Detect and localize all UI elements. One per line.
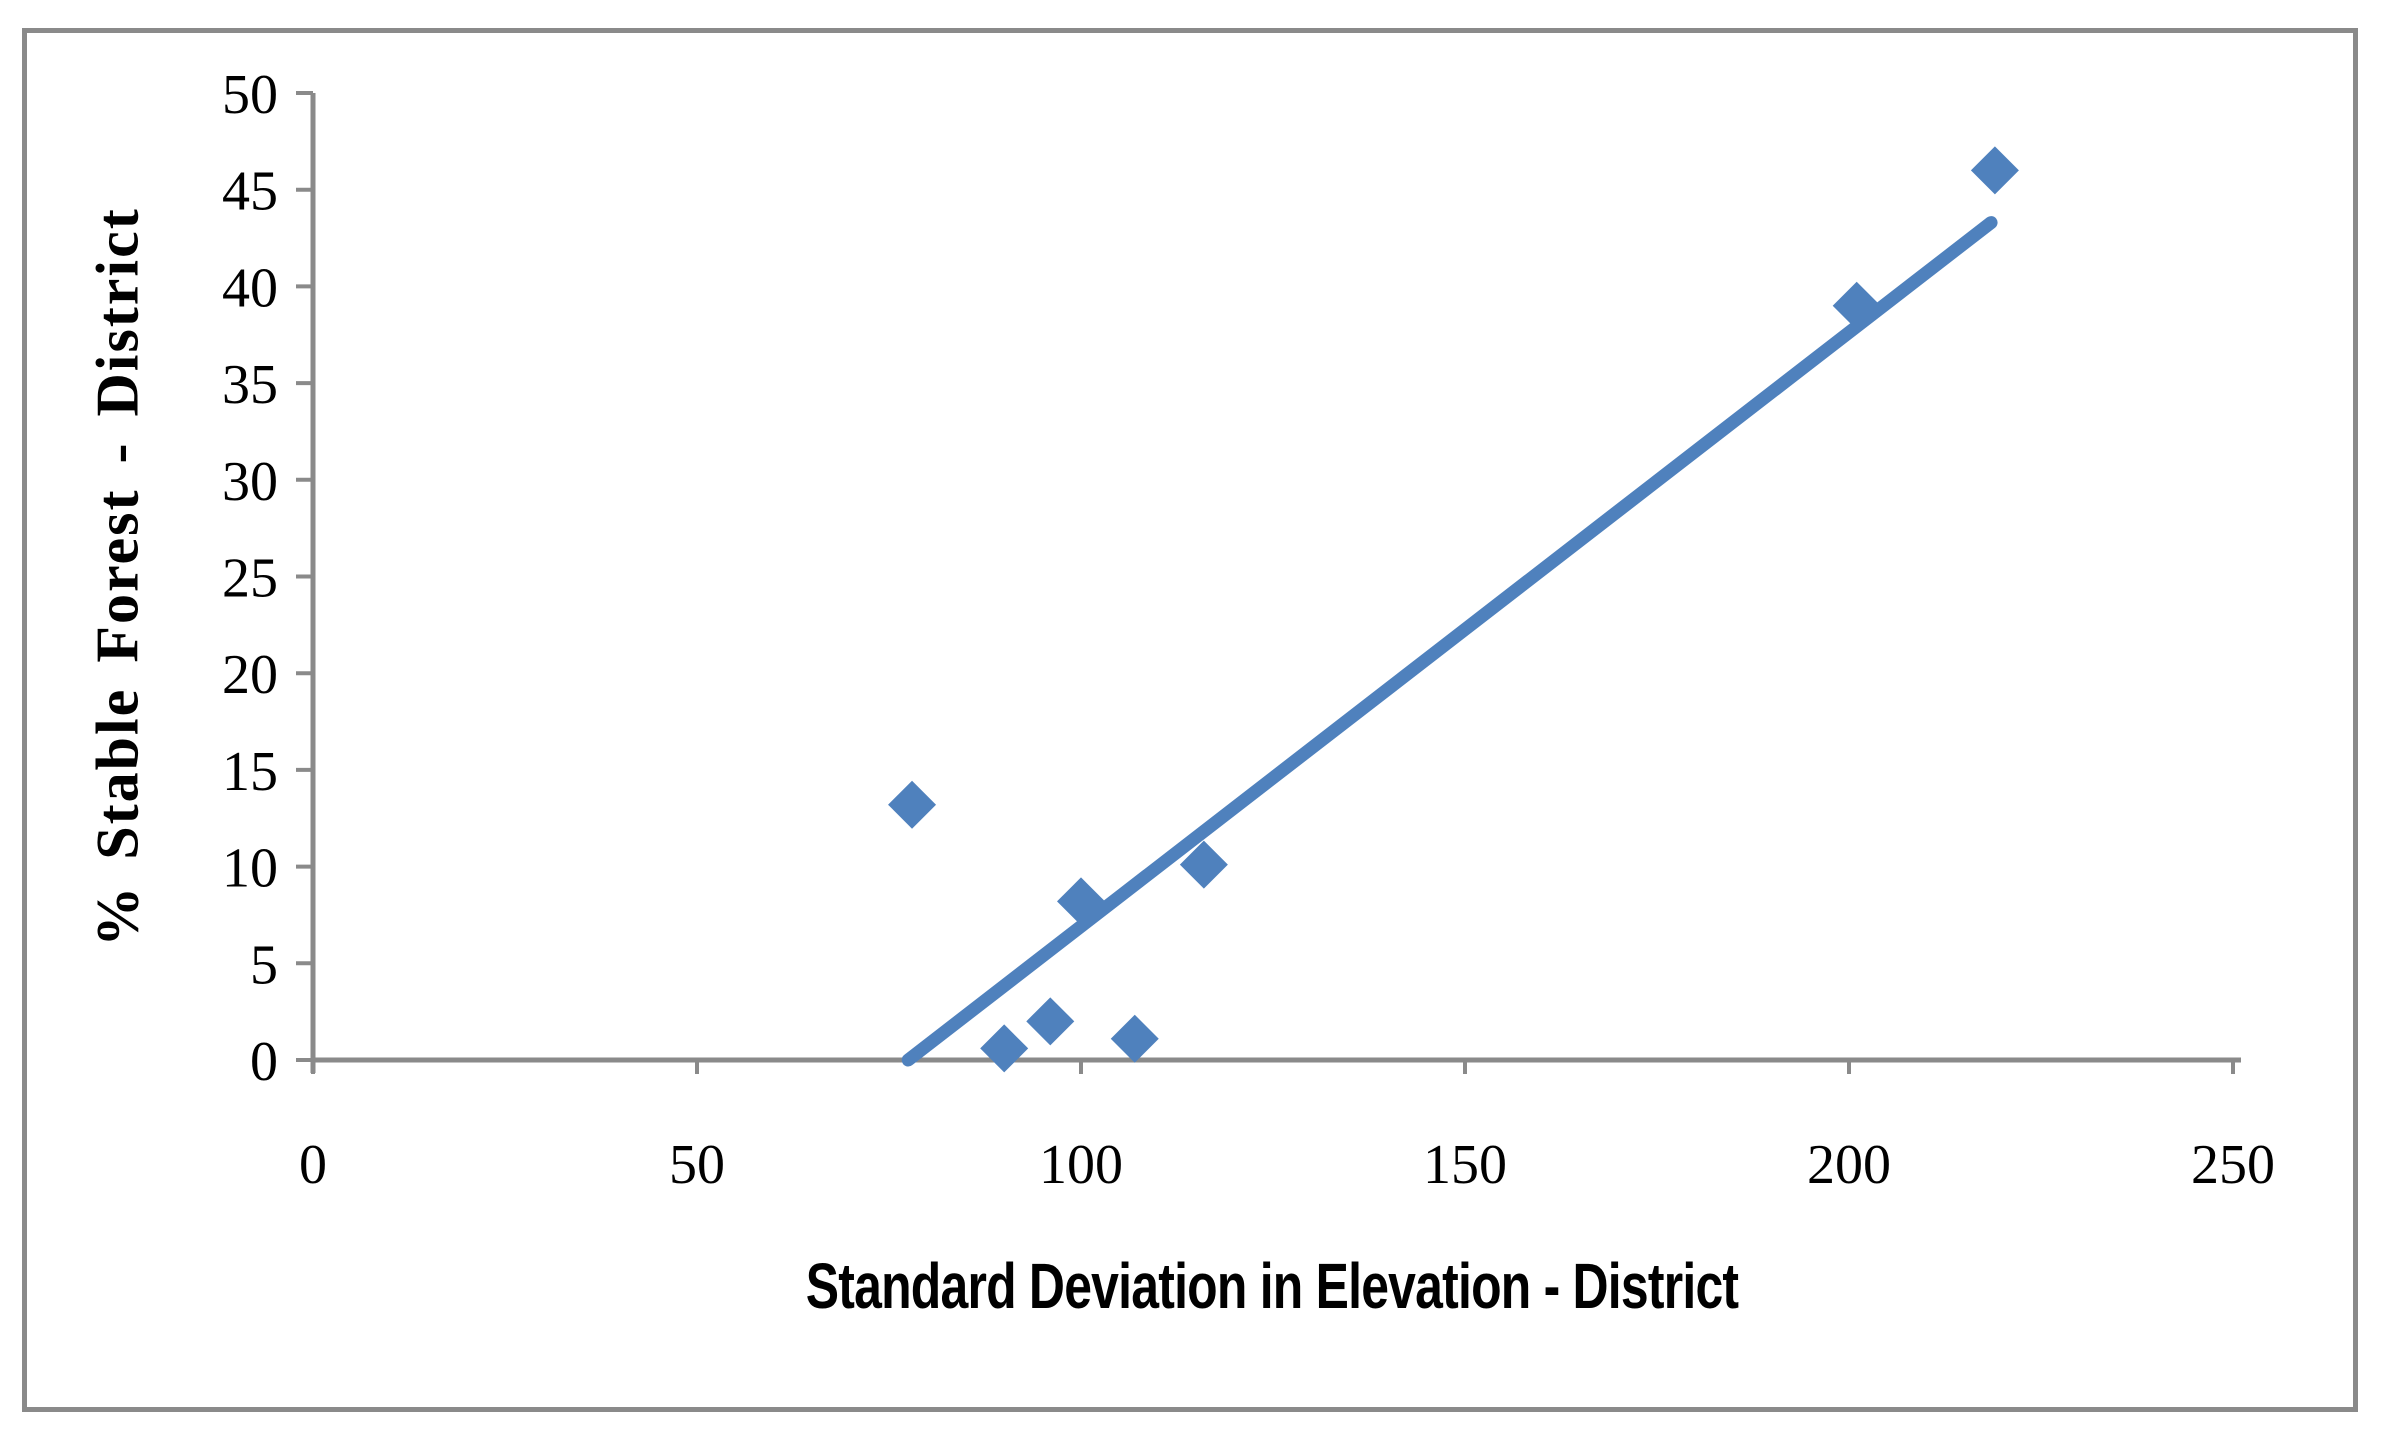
y-tick-label: 5 xyxy=(250,934,278,996)
figure-border xyxy=(22,28,2358,1412)
x-tick-label: 200 xyxy=(1807,1134,1891,1196)
y-tick-label: 0 xyxy=(250,1031,278,1093)
data-point xyxy=(1057,877,1105,926)
x-axis-title: Standard Deviation in Elevation - Distri… xyxy=(805,1250,1739,1322)
data-point xyxy=(1110,1014,1159,1063)
data-point xyxy=(1970,146,2019,195)
data-point xyxy=(980,1024,1029,1073)
x-tick-label: 250 xyxy=(2191,1134,2275,1196)
y-axis-title: % Stable Forest - District xyxy=(84,207,151,947)
trend-line xyxy=(901,216,1998,1067)
y-tick-label: 20 xyxy=(222,644,278,706)
y-tick-label: 50 xyxy=(222,64,278,126)
y-tick-label: 40 xyxy=(222,257,278,319)
y-tick-label: 10 xyxy=(222,838,278,900)
y-tick-label: 30 xyxy=(222,451,278,513)
data-point xyxy=(1026,997,1075,1046)
y-tick-label: 15 xyxy=(222,741,278,803)
data-point xyxy=(1832,281,1881,330)
x-tick-label: 0 xyxy=(299,1134,327,1196)
x-tick-label: 150 xyxy=(1423,1134,1507,1196)
data-point xyxy=(1179,840,1228,889)
y-tick-label: 35 xyxy=(222,354,278,416)
y-tick-label: 25 xyxy=(222,548,278,610)
x-tick-label: 50 xyxy=(669,1134,725,1196)
data-point xyxy=(888,780,937,829)
y-tick-label: 45 xyxy=(222,161,278,223)
x-tick-label: 100 xyxy=(1039,1134,1123,1196)
